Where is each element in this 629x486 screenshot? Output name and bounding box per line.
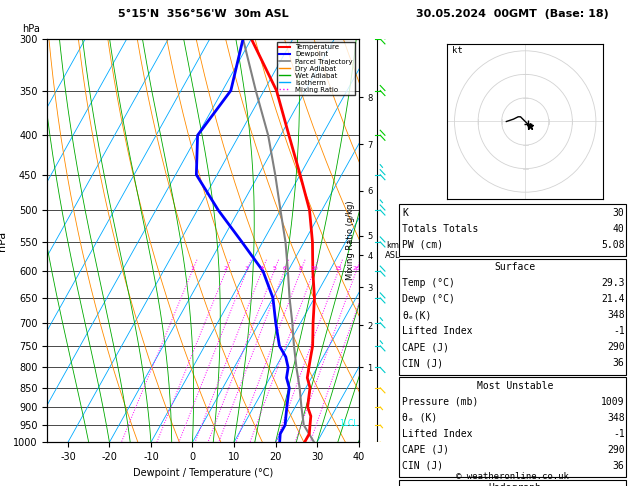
Text: 21.4: 21.4	[601, 294, 625, 304]
Text: 290: 290	[607, 342, 625, 352]
Text: CAPE (J): CAPE (J)	[402, 445, 449, 455]
X-axis label: Dewpoint / Temperature (°C): Dewpoint / Temperature (°C)	[133, 468, 273, 478]
Text: 4: 4	[260, 266, 264, 271]
Text: CIN (J): CIN (J)	[402, 461, 443, 471]
Text: 29.3: 29.3	[601, 278, 625, 288]
Text: Lifted Index: Lifted Index	[402, 326, 472, 336]
Text: -1: -1	[613, 326, 625, 336]
Text: CAPE (J): CAPE (J)	[402, 342, 449, 352]
Text: CIN (J): CIN (J)	[402, 358, 443, 368]
Text: 3: 3	[245, 266, 248, 271]
Text: 5: 5	[272, 266, 276, 271]
Y-axis label: km
ASL: km ASL	[384, 241, 400, 260]
Text: -1: -1	[613, 429, 625, 439]
Text: 36: 36	[613, 461, 625, 471]
Text: 10: 10	[310, 266, 318, 271]
Text: Mixing Ratio (g/kg): Mixing Ratio (g/kg)	[347, 201, 355, 280]
Text: 6: 6	[282, 266, 286, 271]
Text: Temp (°C): Temp (°C)	[402, 278, 455, 288]
Legend: Temperature, Dewpoint, Parcel Trajectory, Dry Adiabat, Wet Adiabat, Isotherm, Mi: Temperature, Dewpoint, Parcel Trajectory…	[277, 42, 355, 95]
Text: Surface: Surface	[494, 262, 536, 272]
Text: 30.05.2024  00GMT  (Base: 18): 30.05.2024 00GMT (Base: 18)	[416, 9, 609, 19]
Text: 40: 40	[613, 224, 625, 234]
Text: 5°15'N  356°56'W  30m ASL: 5°15'N 356°56'W 30m ASL	[118, 9, 288, 19]
Text: © weatheronline.co.uk: © weatheronline.co.uk	[456, 472, 569, 481]
Text: 36: 36	[613, 358, 625, 368]
Text: 15: 15	[335, 266, 342, 271]
Text: 1009: 1009	[601, 397, 625, 407]
Text: 348: 348	[607, 310, 625, 320]
Text: Dewp (°C): Dewp (°C)	[402, 294, 455, 304]
Text: hPa: hPa	[22, 24, 40, 34]
Text: Totals Totals: Totals Totals	[402, 224, 478, 234]
Y-axis label: hPa: hPa	[0, 230, 8, 251]
Text: 30: 30	[613, 208, 625, 218]
Text: θₑ(K): θₑ(K)	[402, 310, 431, 320]
Text: 348: 348	[607, 413, 625, 423]
Text: 2: 2	[224, 266, 228, 271]
Text: 5.08: 5.08	[601, 240, 625, 250]
Text: Hodograph: Hodograph	[489, 483, 542, 486]
Text: Most Unstable: Most Unstable	[477, 381, 554, 391]
Text: 20: 20	[352, 266, 360, 271]
Text: θₑ (K): θₑ (K)	[402, 413, 437, 423]
Text: K: K	[402, 208, 408, 218]
Text: 290: 290	[607, 445, 625, 455]
Text: 1LCL: 1LCL	[339, 419, 357, 428]
Text: kt: kt	[452, 46, 463, 55]
Text: PW (cm): PW (cm)	[402, 240, 443, 250]
Text: Lifted Index: Lifted Index	[402, 429, 472, 439]
Text: 1: 1	[190, 266, 194, 271]
Text: 8: 8	[299, 266, 303, 271]
Text: Pressure (mb): Pressure (mb)	[402, 397, 478, 407]
